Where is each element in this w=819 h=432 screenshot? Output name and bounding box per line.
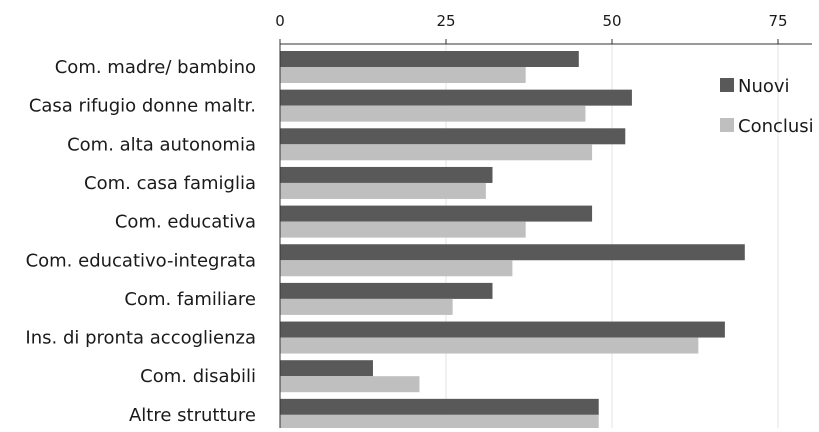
legend: Nuovi Conclusi xyxy=(720,76,814,137)
bar-conclusi-casa-rifugio-donne-maltr xyxy=(280,105,586,122)
category-label-com-alta-autonomia: Com. alta autonomia xyxy=(67,134,256,155)
x-tick-label-0: 0 xyxy=(275,12,285,30)
bar-nuovi-ins-di-pronta-accoglienza xyxy=(280,321,725,338)
category-label-com-educativo-integrata: Com. educativo-integrata xyxy=(26,250,256,271)
bars xyxy=(280,51,745,431)
category-label-ins-di-pronta-accoglienza: Ins. di pronta accoglienza xyxy=(25,328,256,349)
x-axis: 0 25 50 75 xyxy=(275,12,812,432)
x-tick-label-75: 75 xyxy=(768,12,787,30)
bar-conclusi-com-casa-famiglia xyxy=(280,182,486,199)
bar-nuovi-com-alta-autonomia xyxy=(280,128,626,145)
legend-swatch-conclusi xyxy=(720,118,734,132)
legend-swatch-nuovi xyxy=(720,78,734,92)
bar-conclusi-com-alta-autonomia xyxy=(280,144,593,161)
category-label-com-educativa: Com. educativa xyxy=(115,212,256,233)
x-tick-label-25: 25 xyxy=(436,12,455,30)
category-label-com-casa-famiglia: Com. casa famiglia xyxy=(84,173,256,194)
bar-nuovi-com-disabili xyxy=(280,360,373,377)
bar-nuovi-com-madre-bambino xyxy=(280,51,579,67)
x-tick-label-50: 50 xyxy=(602,12,621,30)
bar-conclusi-com-familiare xyxy=(280,298,453,315)
category-label-com-familiare: Com. familiare xyxy=(124,289,256,310)
bar-conclusi-altre-strutture xyxy=(280,414,599,431)
bar-nuovi-com-educativo-integrata xyxy=(280,244,745,261)
bar-conclusi-com-disabili xyxy=(280,376,420,393)
category-label-altre-strutture: Altre strutture xyxy=(129,405,256,426)
bar-conclusi-com-madre-bambino xyxy=(280,67,526,83)
bar-nuovi-altre-strutture xyxy=(280,398,599,415)
category-labels: Com. madre/ bambino Casa rifugio donne ma… xyxy=(25,57,256,426)
category-label-com-madre-bambino: Com. madre/ bambino xyxy=(55,57,256,78)
bar-conclusi-com-educativo-integrata xyxy=(280,260,513,277)
bar-nuovi-com-educativa xyxy=(280,205,593,222)
bar-conclusi-com-educativa xyxy=(280,221,526,238)
legend-label-nuovi: Nuovi xyxy=(738,76,790,97)
legend-label-conclusi: Conclusi xyxy=(738,116,814,137)
category-label-casa-rifugio-donne-maltr: Casa rifugio donne maltr. xyxy=(29,96,256,117)
bar-nuovi-com-familiare xyxy=(280,282,493,299)
bar-nuovi-casa-rifugio-donne-maltr xyxy=(280,89,632,106)
bar-conclusi-ins-di-pronta-accoglienza xyxy=(280,337,699,354)
category-label-com-disabili: Com. disabili xyxy=(140,366,256,387)
bar-nuovi-com-casa-famiglia xyxy=(280,166,493,183)
